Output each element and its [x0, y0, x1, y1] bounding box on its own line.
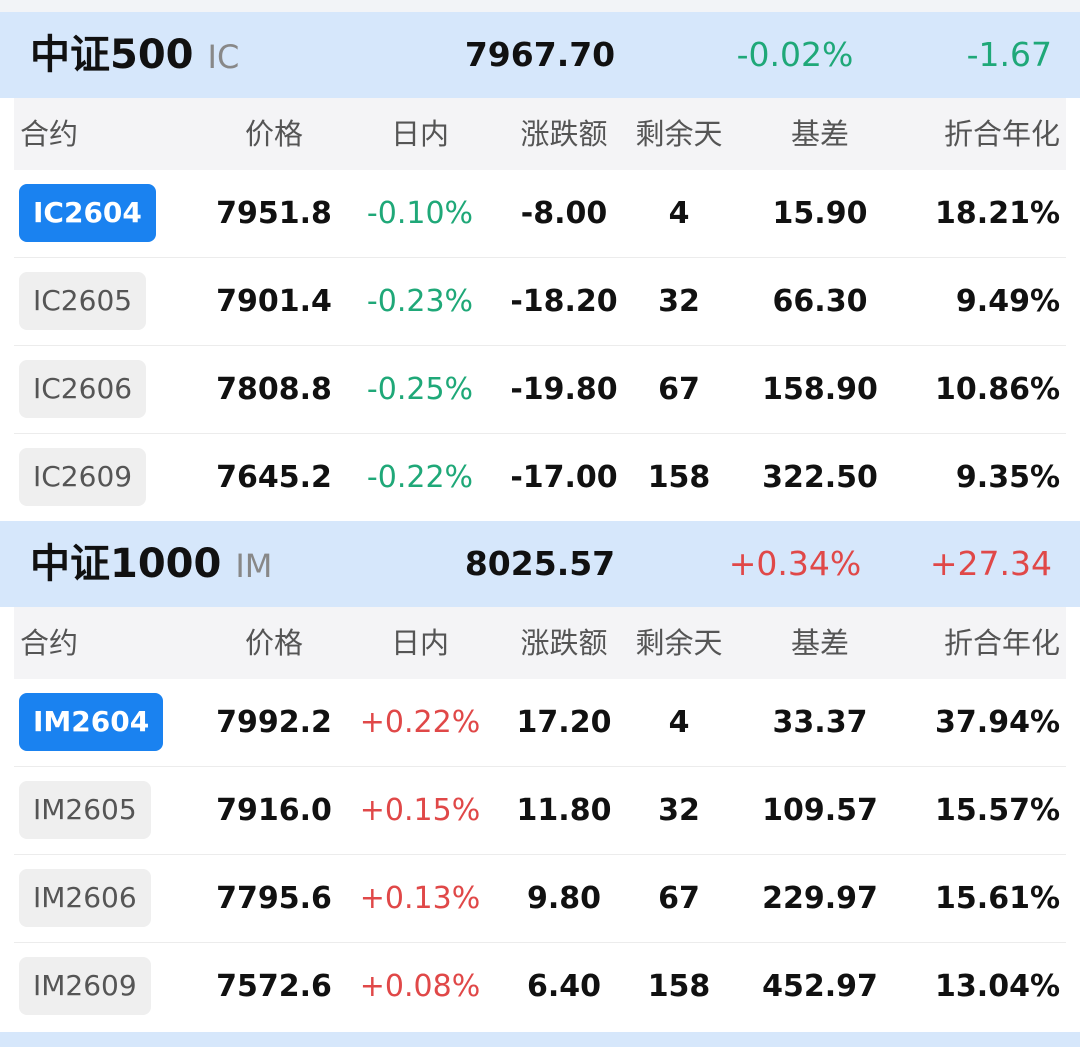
annualized: 10.86% — [935, 372, 1060, 407]
price: 7795.6 — [216, 881, 332, 916]
index-name-text: 中证1000 — [30, 541, 222, 587]
section-csi500: 中证500 IC 7967.70 -0.02% -1.67 合约 价格 日内 涨跌… — [0, 12, 1080, 521]
col-basis: 基差 — [790, 626, 849, 660]
index-price: 8025.57 — [464, 544, 616, 583]
index-percent-change: -0.02% — [736, 35, 854, 74]
index-name: 中证1000 IM — [30, 521, 272, 607]
col-annualized: 折合年化 — [943, 117, 1060, 151]
annualized: 9.35% — [955, 460, 1060, 495]
days-left: 4 — [668, 705, 690, 740]
column-header-row: 合约 价格 日内 涨跌额 剩余天 基差 折合年化 — [14, 98, 1066, 170]
col-basis: 基差 — [790, 117, 849, 151]
days-left: 158 — [647, 460, 711, 495]
col-days-left: 剩余天 — [635, 117, 723, 151]
annualized: 15.57% — [935, 793, 1060, 828]
col-change: 涨跌额 — [520, 117, 608, 151]
table-row[interactable]: IM2609 7572.6 +0.08% 6.40 158 452.97 13.… — [14, 943, 1066, 1030]
contract-tag[interactable]: IM2606 — [19, 869, 151, 927]
col-days-left: 剩余天 — [635, 626, 723, 660]
price: 7645.2 — [216, 460, 332, 495]
basis: 452.97 — [762, 969, 878, 1004]
change-amount: 6.40 — [526, 969, 602, 1004]
basis: 229.97 — [762, 881, 878, 916]
contract-tag[interactable]: IC2609 — [19, 448, 147, 506]
annualized: 37.94% — [935, 705, 1060, 740]
contract-tag[interactable]: IM2604 — [19, 693, 164, 751]
price: 7901.4 — [216, 284, 332, 319]
index-name-text: 中证500 — [30, 32, 194, 78]
col-contract: 合约 — [20, 117, 79, 151]
annualized: 18.21% — [935, 196, 1060, 231]
table-row[interactable]: IM2605 7916.0 +0.15% 11.80 32 109.57 15.… — [14, 767, 1066, 855]
column-header-row: 合约 价格 日内 涨跌额 剩余天 基差 折合年化 — [14, 607, 1066, 679]
change-amount: -18.20 — [510, 284, 618, 319]
annualized: 13.04% — [935, 969, 1060, 1004]
basis: 322.50 — [762, 460, 878, 495]
change-amount: -17.00 — [510, 460, 618, 495]
intraday-percent: +0.22% — [359, 705, 481, 740]
section-header[interactable]: 中证1000 IM 8025.57 +0.34% +27.34 — [0, 521, 1080, 607]
index-name: 中证500 IC — [30, 12, 239, 98]
table-row[interactable]: IC2604 7951.8 -0.10% -8.00 4 15.90 18.21… — [14, 170, 1066, 258]
basis: 66.30 — [772, 284, 868, 319]
intraday-percent: -0.25% — [366, 372, 474, 407]
basis: 33.37 — [772, 705, 868, 740]
table-row[interactable]: IM2604 7992.2 +0.22% 17.20 4 33.37 37.94… — [14, 679, 1066, 767]
index-change: +27.34 — [929, 544, 1052, 583]
col-intraday: 日内 — [390, 117, 449, 151]
index-change: -1.67 — [966, 35, 1052, 74]
col-contract: 合约 — [20, 626, 79, 660]
table-row[interactable]: IC2609 7645.2 -0.22% -17.00 158 322.50 9… — [14, 434, 1066, 521]
days-left: 67 — [658, 881, 700, 916]
index-code: IC — [207, 38, 240, 76]
price: 7951.8 — [216, 196, 332, 231]
col-intraday: 日内 — [390, 626, 449, 660]
price: 7572.6 — [216, 969, 332, 1004]
change-amount: -19.80 — [510, 372, 618, 407]
days-left: 158 — [647, 969, 711, 1004]
index-percent-change: +0.34% — [728, 544, 862, 583]
intraday-percent: +0.08% — [359, 969, 481, 1004]
next-section-header-partial — [0, 1032, 1080, 1047]
intraday-percent: -0.10% — [366, 196, 474, 231]
col-change: 涨跌额 — [520, 626, 608, 660]
intraday-percent: -0.23% — [366, 284, 474, 319]
intraday-percent: -0.22% — [366, 460, 474, 495]
change-amount: 11.80 — [516, 793, 612, 828]
section-header[interactable]: 中证500 IC 7967.70 -0.02% -1.67 — [0, 12, 1080, 98]
price: 7916.0 — [216, 793, 332, 828]
days-left: 32 — [658, 284, 700, 319]
top-strip — [0, 0, 1080, 12]
intraday-percent: +0.15% — [359, 793, 481, 828]
intraday-percent: +0.13% — [359, 881, 481, 916]
table-row[interactable]: IM2606 7795.6 +0.13% 9.80 67 229.97 15.6… — [14, 855, 1066, 943]
basis: 15.90 — [772, 196, 868, 231]
basis: 109.57 — [762, 793, 878, 828]
section-csi1000: 中证1000 IM 8025.57 +0.34% +27.34 合约 价格 日内 … — [0, 521, 1080, 1030]
contract-tag[interactable]: IM2605 — [19, 781, 151, 839]
change-amount: 9.80 — [526, 881, 602, 916]
contract-tag[interactable]: IC2605 — [19, 272, 147, 330]
index-price: 7967.70 — [464, 35, 616, 74]
days-left: 4 — [668, 196, 690, 231]
change-amount: 17.20 — [516, 705, 612, 740]
annualized: 9.49% — [955, 284, 1060, 319]
contract-tag[interactable]: IM2609 — [19, 957, 151, 1015]
col-annualized: 折合年化 — [943, 626, 1060, 660]
annualized: 15.61% — [935, 881, 1060, 916]
col-price: 价格 — [244, 117, 303, 151]
change-amount: -8.00 — [520, 196, 608, 231]
basis: 158.90 — [762, 372, 878, 407]
price: 7992.2 — [216, 705, 332, 740]
days-left: 67 — [658, 372, 700, 407]
index-code: IM — [235, 547, 273, 585]
table-row[interactable]: IC2606 7808.8 -0.25% -19.80 67 158.90 10… — [14, 346, 1066, 434]
price: 7808.8 — [216, 372, 332, 407]
table-row[interactable]: IC2605 7901.4 -0.23% -18.20 32 66.30 9.4… — [14, 258, 1066, 346]
col-price: 价格 — [244, 626, 303, 660]
contract-tag[interactable]: IC2604 — [19, 184, 156, 242]
days-left: 32 — [658, 793, 700, 828]
contract-tag[interactable]: IC2606 — [19, 360, 147, 418]
